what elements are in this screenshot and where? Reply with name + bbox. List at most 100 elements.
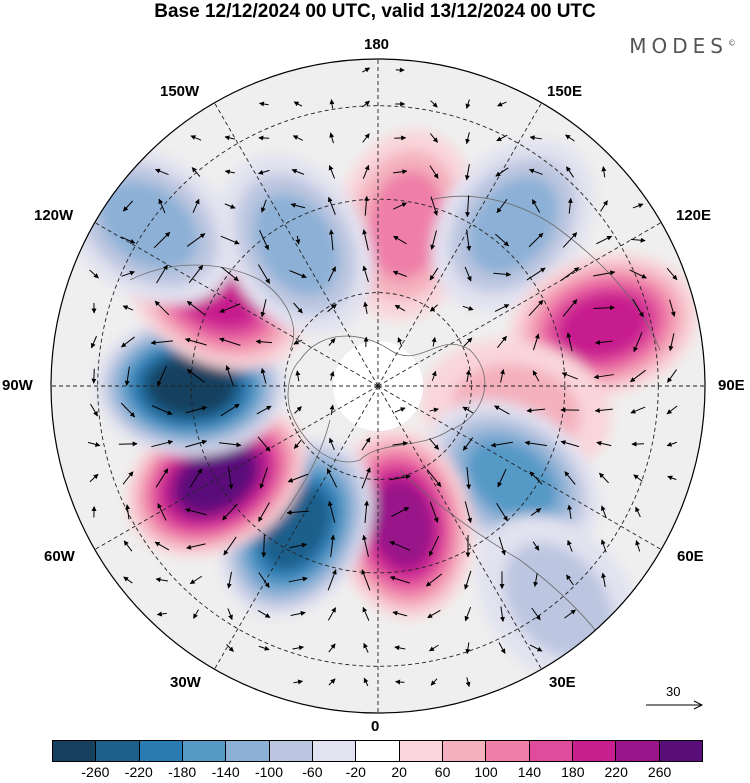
wind-arrow-12 xyxy=(258,135,270,141)
wind-arrow-231 xyxy=(361,569,371,591)
wind-arrow-66 xyxy=(596,235,613,245)
europe-coast xyxy=(399,469,611,651)
wind-arrow-145 xyxy=(329,404,335,416)
wind-vectors xyxy=(87,67,678,688)
colorbar-swatch xyxy=(269,741,313,761)
meridian-120 xyxy=(377,222,662,387)
siberia-coast xyxy=(429,195,661,351)
wind-arrow-154 xyxy=(666,405,678,415)
wind-arrow-183 xyxy=(426,469,442,487)
wind-arrow-101 xyxy=(593,305,616,311)
colorbar-tick-label: 260 xyxy=(647,764,672,780)
wind-arrow-157 xyxy=(151,439,174,448)
colorbar-tick-label: -140 xyxy=(211,764,240,780)
wind-arrow-111 xyxy=(328,338,336,346)
wind-arrow-156 xyxy=(118,441,138,447)
meridian-300 xyxy=(94,385,379,550)
wind-arrow-207 xyxy=(635,506,641,518)
wind-arrow-43 xyxy=(363,195,369,216)
wind-arrow-203 xyxy=(496,502,508,522)
wind-arrow-213 xyxy=(289,542,308,549)
wind-arrow-50 xyxy=(600,200,608,212)
wind-arrow-226 xyxy=(189,575,203,585)
wind-arrow-257 xyxy=(394,645,406,651)
wind-arrow-199 xyxy=(364,500,370,524)
wind-arrow-261 xyxy=(529,644,543,652)
wind-arrow-80 xyxy=(493,271,512,277)
wind-arrow-262 xyxy=(293,679,304,685)
reference-vector-label: 30 xyxy=(666,684,681,699)
latitude-circle-50 xyxy=(190,198,566,574)
wind-arrow-206 xyxy=(600,505,607,519)
wind-arrow-110 xyxy=(293,339,303,345)
wind-arrow-74 xyxy=(289,270,307,279)
lon-label-180: 180 xyxy=(364,36,390,53)
anomaly-center-2 xyxy=(509,253,699,398)
colorbar-tick-label: -60 xyxy=(302,764,323,780)
wind-arrow-237 xyxy=(566,574,574,586)
wind-arrow-264 xyxy=(363,677,369,687)
wind-arrow-89 xyxy=(186,300,206,316)
wind-arrow-140 xyxy=(151,405,173,415)
wind-arrow-117 xyxy=(532,333,540,351)
colorbar-swatch xyxy=(226,741,270,761)
wind-arrow-24 xyxy=(224,169,235,175)
wind-arrow-238 xyxy=(601,572,607,587)
wind-arrow-20 xyxy=(529,135,542,141)
colorbar-tick-label: 100 xyxy=(474,764,498,780)
wind-arrow-23 xyxy=(191,167,201,177)
wind-arrow-78 xyxy=(429,267,439,281)
colorbar-tick-label: 20 xyxy=(391,764,407,780)
colorbar-tick-label: -100 xyxy=(254,764,284,780)
reference-arrow xyxy=(646,700,704,710)
wind-arrow-240 xyxy=(193,609,199,619)
wind-arrow-7 xyxy=(430,100,438,108)
wind-arrow-197 xyxy=(286,510,310,516)
wind-arrow-10 xyxy=(190,135,202,141)
anomaly-center-1 xyxy=(431,138,595,312)
wind-arrow-69 xyxy=(121,270,135,277)
wind-arrow-47 xyxy=(496,198,508,214)
wind-arrow-224 xyxy=(123,576,133,584)
wind-arrow-159 xyxy=(219,442,242,448)
wind-arrow-79 xyxy=(464,266,472,282)
colorbar-tick-label: -220 xyxy=(124,764,153,780)
wind-arrow-252 xyxy=(226,644,234,652)
wind-arrow-187 xyxy=(564,471,576,485)
wind-arrow-71 xyxy=(188,264,204,283)
wind-arrow-209 xyxy=(154,541,170,551)
wind-arrow-64 xyxy=(528,232,544,248)
wind-arrow-250 xyxy=(531,607,541,621)
wind-arrow-241 xyxy=(227,608,233,621)
wind-arrow-41 xyxy=(290,202,306,209)
wind-arrow-146 xyxy=(394,407,406,413)
wind-arrow-94 xyxy=(363,301,369,314)
wind-arrow-201 xyxy=(429,501,439,523)
wind-arrow-129 xyxy=(329,370,335,381)
wind-arrow-37 xyxy=(158,198,166,214)
wind-arrow-266 xyxy=(430,678,438,686)
wind-arrow-29 xyxy=(393,169,408,175)
wind-arrow-170 xyxy=(596,440,612,447)
wind-arrow-143 xyxy=(256,405,272,415)
wind-arrow-188 xyxy=(599,472,609,484)
wind-arrow-128 xyxy=(295,370,301,382)
wind-arrow-2 xyxy=(258,101,269,107)
wind-arrow-222 xyxy=(600,539,607,553)
wind-arrow-81 xyxy=(526,267,546,281)
wind-arrow-137 xyxy=(667,369,677,383)
wind-arrow-17 xyxy=(429,133,439,143)
colorbar-tick-label: -260 xyxy=(81,764,110,780)
wind-arrow-184 xyxy=(466,467,472,490)
wind-arrow-189 xyxy=(633,474,643,482)
wind-arrow-195 xyxy=(222,503,238,521)
wind-arrow-217 xyxy=(428,535,440,557)
lon-label-90w: 90W xyxy=(2,377,33,394)
wind-arrow-153 xyxy=(630,406,646,414)
lon-label-150e: 150E xyxy=(547,83,583,100)
wind-arrow-260 xyxy=(498,642,506,654)
arctic-coast xyxy=(287,335,486,463)
wind-arrow-233 xyxy=(425,573,443,587)
meridian-240 xyxy=(94,222,379,387)
wind-arrow-255 xyxy=(328,643,336,653)
